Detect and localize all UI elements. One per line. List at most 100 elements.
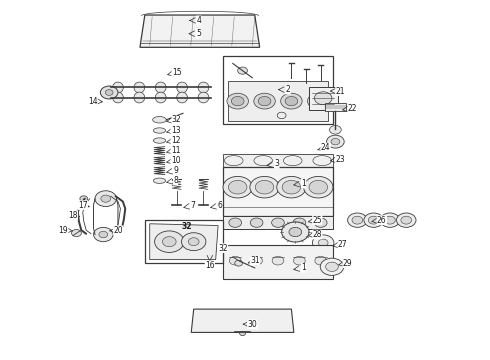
Text: 32: 32 [181,222,192,231]
Text: 9: 9 [173,166,178,175]
Ellipse shape [153,117,166,123]
Circle shape [255,180,274,194]
Circle shape [162,237,176,247]
Text: 12: 12 [171,136,180,145]
Text: 20: 20 [113,226,123,235]
Text: 1: 1 [301,179,306,188]
Circle shape [105,90,113,95]
Text: 22: 22 [348,104,357,113]
Text: 11: 11 [171,146,180,155]
Circle shape [188,238,199,246]
Circle shape [401,216,412,224]
Circle shape [238,67,247,74]
Text: 15: 15 [172,68,181,77]
Text: 31: 31 [250,256,260,265]
Circle shape [304,176,333,198]
Circle shape [229,218,242,227]
Circle shape [364,213,384,227]
Text: 2: 2 [286,85,291,94]
Polygon shape [223,167,333,216]
Circle shape [309,180,328,194]
Circle shape [315,218,327,227]
Ellipse shape [198,82,209,93]
Ellipse shape [153,138,166,143]
Circle shape [331,138,340,145]
Circle shape [240,331,245,336]
Circle shape [72,229,81,237]
Circle shape [95,191,117,207]
Circle shape [229,256,241,265]
Polygon shape [191,309,294,332]
Text: 29: 29 [343,259,352,268]
Text: 21: 21 [336,86,345,95]
Text: 32: 32 [218,244,228,253]
Circle shape [326,262,338,271]
Ellipse shape [113,92,123,103]
Text: 6: 6 [217,201,222,210]
Circle shape [347,213,367,227]
Polygon shape [223,154,333,167]
Ellipse shape [113,82,123,93]
Circle shape [282,222,309,242]
Text: 25: 25 [313,216,322,225]
Circle shape [315,256,327,265]
Ellipse shape [134,82,145,93]
Polygon shape [228,81,328,121]
Circle shape [313,235,334,251]
Circle shape [271,218,284,227]
FancyBboxPatch shape [309,87,338,110]
Circle shape [250,218,263,227]
Circle shape [385,216,395,224]
Text: 16: 16 [205,261,215,270]
Text: 1: 1 [301,264,306,273]
Circle shape [396,213,416,227]
Circle shape [352,216,363,224]
Text: 7: 7 [190,201,195,210]
Circle shape [251,256,263,265]
Circle shape [315,92,332,105]
Text: 19: 19 [58,226,68,235]
Circle shape [101,195,111,202]
Circle shape [330,126,341,134]
Text: 30: 30 [247,320,257,329]
Polygon shape [223,244,333,279]
Circle shape [231,96,244,106]
Text: 14: 14 [88,96,98,105]
Polygon shape [140,15,260,47]
Circle shape [99,231,108,238]
Circle shape [227,93,248,109]
Polygon shape [150,224,218,260]
Circle shape [155,231,184,252]
Circle shape [320,258,343,275]
Circle shape [94,227,113,242]
Circle shape [223,176,252,198]
Ellipse shape [153,178,166,183]
Circle shape [308,93,329,109]
Polygon shape [325,103,346,111]
Circle shape [285,96,298,106]
Text: 4: 4 [196,16,201,25]
Circle shape [80,196,88,202]
Circle shape [294,256,305,265]
Circle shape [250,176,279,198]
Circle shape [289,227,302,237]
Circle shape [254,93,275,109]
Text: 8: 8 [173,176,178,185]
Text: 27: 27 [338,240,347,249]
Circle shape [272,256,284,265]
Circle shape [312,96,325,106]
Text: 32: 32 [172,115,181,124]
Text: 23: 23 [336,155,345,164]
Ellipse shape [177,82,188,93]
Text: 18: 18 [68,211,78,220]
Circle shape [282,180,301,194]
Ellipse shape [134,92,145,103]
Text: 13: 13 [171,126,180,135]
Circle shape [277,176,306,198]
Ellipse shape [155,82,166,93]
Circle shape [235,260,243,266]
Circle shape [228,180,247,194]
Text: 17: 17 [78,201,88,210]
Circle shape [281,93,302,109]
Ellipse shape [177,92,188,103]
